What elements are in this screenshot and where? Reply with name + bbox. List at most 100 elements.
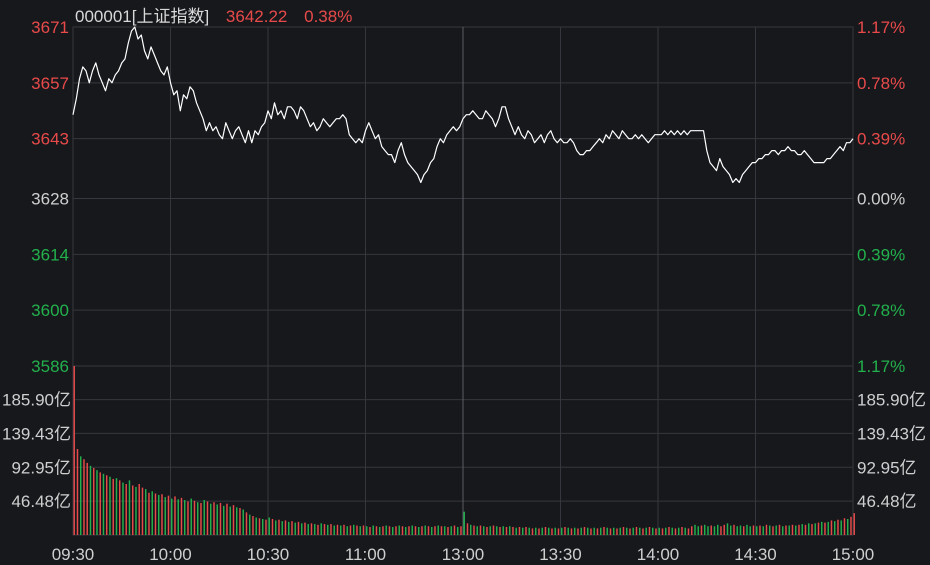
volume-bar	[853, 513, 855, 535]
volume-tick-label-right: 185.90亿	[857, 391, 926, 410]
x-tick-label: 13:00	[442, 545, 485, 564]
volume-bar	[304, 522, 306, 535]
volume-bar	[424, 525, 426, 535]
volume-bar	[635, 526, 638, 535]
volume-bar	[297, 521, 300, 535]
volume-bar	[177, 499, 179, 535]
volume-bar	[515, 527, 517, 535]
volume-bar	[93, 467, 95, 535]
volume-bar	[603, 526, 605, 535]
volume-bar	[236, 507, 238, 535]
volume-bar	[408, 526, 410, 535]
index-change-pct: 0.38%	[304, 7, 353, 26]
volume-bar	[255, 517, 257, 535]
volume-bar	[418, 526, 420, 535]
volume-bar	[616, 528, 618, 535]
volume-bar	[665, 527, 667, 535]
volume-bar	[785, 525, 787, 535]
volume-bar	[431, 526, 433, 535]
volume-bar	[135, 486, 137, 535]
volume-tick-label-right: 139.43亿	[857, 424, 926, 443]
volume-bar	[814, 523, 816, 535]
volume-tick-label-left: 139.43亿	[2, 424, 71, 443]
pct-tick-label-right: 1.17%	[857, 18, 905, 37]
volume-bar	[778, 524, 781, 535]
volume-bar	[369, 526, 371, 535]
volume-bar	[398, 525, 400, 535]
volume-bar	[405, 526, 407, 535]
volume-bar	[262, 518, 264, 535]
volume-bar	[239, 508, 241, 535]
volume-bar	[476, 526, 478, 535]
volume-bar	[678, 527, 680, 535]
volume-bar	[606, 527, 608, 535]
volume-bar	[232, 505, 235, 535]
volume-bar	[710, 525, 712, 535]
volume-bar	[457, 526, 459, 535]
volume-bar	[229, 506, 231, 535]
volume-bar	[791, 524, 794, 535]
volume-bar	[180, 497, 183, 535]
volume-bar	[265, 519, 267, 535]
volume-bar	[245, 512, 248, 535]
volume-bar	[401, 526, 404, 535]
volume-bar	[470, 524, 472, 535]
x-tick-label: 10:00	[149, 545, 192, 564]
volume-bar	[489, 526, 491, 535]
volume-bar	[567, 527, 569, 535]
volume-bar	[340, 525, 342, 535]
volume-bar	[141, 487, 144, 535]
volume-bar	[80, 456, 82, 535]
volume-bar	[346, 526, 348, 535]
volume-bar	[258, 518, 261, 535]
volume-bar	[453, 525, 456, 535]
volume-bar	[765, 524, 768, 535]
volume-bar	[242, 509, 244, 535]
volume-bar	[847, 518, 849, 535]
volume-bar	[83, 459, 85, 535]
volume-bar	[327, 524, 329, 535]
volume-bar	[115, 478, 118, 535]
volume-bar	[463, 511, 465, 535]
pct-tick-label-right: 1.17%	[857, 357, 905, 376]
x-tick-label: 14:30	[734, 545, 777, 564]
volume-bar	[687, 528, 690, 535]
price-tick-label-left: 3643	[31, 130, 69, 149]
volume-bar	[804, 524, 807, 535]
volume-bar	[284, 520, 287, 535]
volume-bar	[824, 522, 826, 535]
volume-bar	[375, 526, 378, 535]
volume-bar	[749, 526, 751, 535]
volume-bar	[294, 522, 296, 535]
volume-bar	[112, 478, 114, 535]
volume-bar	[661, 528, 664, 535]
volume-bar	[473, 525, 475, 535]
volume-bar	[655, 528, 657, 535]
volume-bar	[174, 496, 176, 535]
volume-bar	[700, 525, 703, 535]
volume-bar	[505, 526, 508, 535]
volume-bar	[479, 525, 482, 535]
volume-bar	[320, 523, 322, 535]
volume-bar	[492, 525, 495, 535]
volume-bar	[674, 528, 677, 535]
volume-bar	[772, 526, 774, 535]
volume-bar	[128, 480, 131, 535]
pct-tick-label-right: 0.78%	[857, 74, 905, 93]
volume-bar	[96, 470, 98, 535]
volume-bar	[434, 526, 436, 535]
volume-bar	[658, 527, 660, 535]
volume-bar	[548, 527, 550, 535]
volume-bar	[359, 526, 361, 535]
volume-bar	[427, 526, 430, 535]
volume-bar	[323, 524, 326, 535]
volume-bar	[437, 525, 439, 535]
volume-bar	[164, 497, 166, 535]
volume-bar	[691, 526, 693, 535]
volume-bar	[213, 502, 215, 535]
volume-bar	[817, 522, 820, 535]
volume-bar	[531, 528, 534, 535]
volume-bar	[291, 521, 293, 535]
volume-bar	[161, 494, 163, 535]
